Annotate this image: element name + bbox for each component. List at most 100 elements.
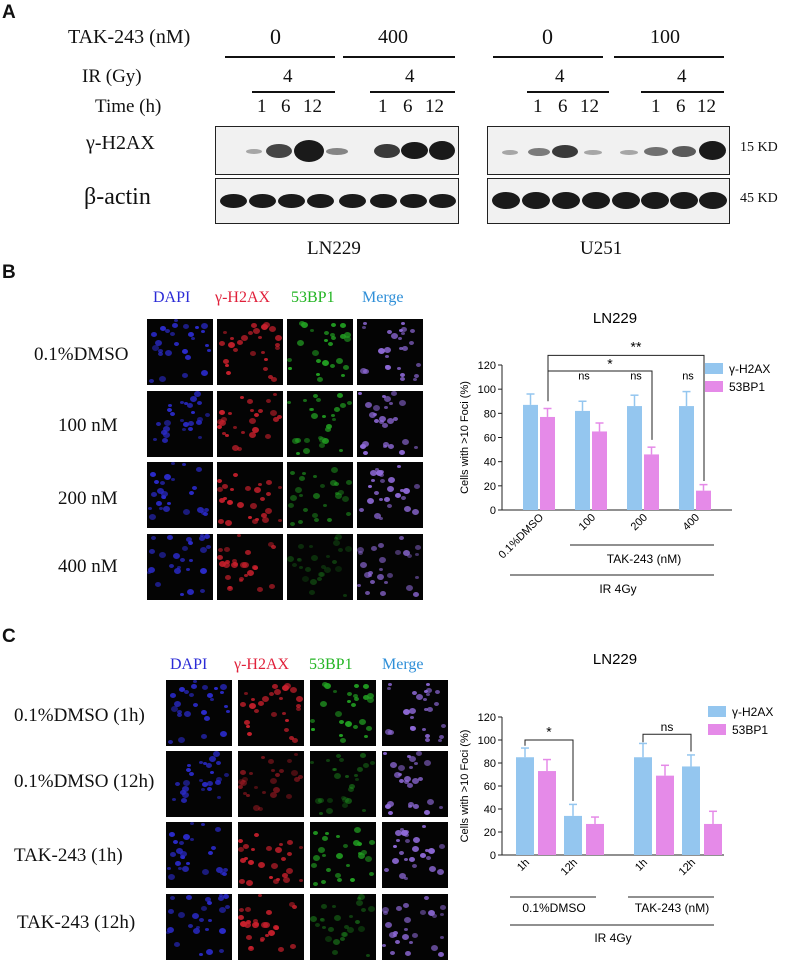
- y-tick-label: 20: [484, 827, 496, 839]
- significance-label: **: [631, 339, 642, 355]
- cell-nucleus: [287, 401, 291, 404]
- c-micrograph: [382, 822, 448, 888]
- cell-nucleus: [242, 777, 248, 782]
- cell-nucleus: [415, 553, 419, 556]
- cell-nucleus: [188, 421, 194, 426]
- cell-nucleus: [182, 866, 189, 872]
- cell-nucleus: [225, 434, 229, 437]
- cell-nucleus: [214, 687, 218, 690]
- cell-nucleus: [412, 691, 417, 695]
- cell-nucleus: [222, 432, 226, 435]
- cell-nucleus: [200, 534, 204, 537]
- cell-nucleus: [369, 412, 376, 418]
- cell-nucleus: [402, 439, 409, 445]
- y-tick-label: 60: [484, 433, 496, 445]
- cell-nucleus: [187, 589, 194, 595]
- cell-nucleus: [224, 547, 230, 552]
- cell-nucleus: [240, 702, 246, 707]
- cell-nucleus: [217, 487, 223, 492]
- cell-nucleus: [299, 476, 305, 481]
- cell-nucleus: [156, 422, 161, 426]
- cell-nucleus: [260, 497, 265, 501]
- cell-nucleus: [241, 431, 245, 434]
- cell-nucleus: [291, 770, 298, 776]
- u251-gh2ax-blot: [487, 126, 730, 175]
- cell-nucleus: [413, 378, 417, 381]
- cell-nucleus: [360, 562, 367, 568]
- c-micrograph: [166, 822, 232, 888]
- cell-nucleus: [346, 864, 350, 867]
- cell-nucleus: [261, 922, 268, 928]
- cell-nucleus: [295, 438, 301, 443]
- cell-nucleus: [275, 847, 282, 853]
- cell-nucleus: [406, 585, 413, 591]
- cell-nucleus: [404, 928, 408, 931]
- y-tick-label: 100: [478, 384, 496, 396]
- cell-nucleus: [201, 370, 208, 376]
- cell-nucleus: [200, 547, 207, 553]
- cell-nucleus: [331, 336, 336, 340]
- cell-nucleus: [341, 932, 347, 937]
- cell-nucleus: [200, 589, 205, 593]
- cell-nucleus: [420, 853, 426, 858]
- cell-nucleus: [364, 735, 368, 738]
- cell-nucleus: [287, 556, 294, 562]
- cell-nucleus: [412, 864, 417, 868]
- cell-nucleus: [371, 479, 375, 482]
- cell-nucleus: [344, 336, 351, 342]
- y-tick-label: 80: [484, 408, 496, 420]
- cell-nucleus: [275, 343, 280, 347]
- cell-nucleus: [227, 500, 233, 505]
- cell-nucleus: [230, 337, 234, 340]
- band: [266, 144, 292, 158]
- cell-nucleus: [355, 778, 359, 781]
- u251-ir-1: 4: [555, 66, 565, 87]
- cell-nucleus: [367, 498, 374, 504]
- cell-nucleus: [393, 417, 398, 421]
- cell-nucleus: [209, 756, 216, 762]
- cell-nucleus: [222, 484, 228, 489]
- cell-nucleus: [205, 897, 211, 902]
- ln229-time-12b: 12: [425, 96, 444, 117]
- legend-label: 53BP1: [732, 723, 768, 737]
- cell-nucleus: [426, 683, 430, 686]
- b-row-label-4: 400 nM: [58, 556, 118, 577]
- ln229-dose-treated-line: [343, 56, 455, 58]
- cell-nucleus: [254, 413, 259, 417]
- cell-nucleus: [390, 762, 397, 768]
- legend-swatch: [705, 363, 723, 374]
- c-row-label-4: TAK-243 (12h): [17, 912, 136, 933]
- cell-nucleus: [217, 479, 222, 483]
- cell-nucleus: [186, 862, 190, 865]
- group-label: 0.1%DMSO: [522, 901, 585, 915]
- significance-label: ns: [682, 371, 694, 383]
- cell-nucleus: [311, 555, 318, 561]
- cell-nucleus: [204, 534, 210, 539]
- cell-nucleus: [387, 418, 394, 424]
- cell-nucleus: [399, 873, 406, 879]
- cell-nucleus: [399, 347, 403, 350]
- significance-bracket: [547, 370, 653, 440]
- cell-nucleus: [379, 557, 386, 563]
- bar: [696, 490, 711, 510]
- c-channel-gh2ax: γ-H2AX: [234, 656, 290, 673]
- cell-nucleus: [325, 936, 332, 942]
- cell-nucleus: [400, 377, 405, 381]
- y-axis-label: Cells with >10 Foci (%): [459, 730, 471, 843]
- cell-nucleus: [313, 394, 318, 398]
- cell-nucleus: [152, 345, 159, 351]
- cell-nucleus: [409, 766, 413, 769]
- c-row-label-2: 0.1%DMSO (12h): [14, 771, 155, 792]
- time-row-label: Time (h): [95, 96, 162, 117]
- cell-nucleus: [201, 511, 206, 515]
- cell-nucleus: [287, 852, 292, 856]
- cell-nucleus: [330, 333, 335, 337]
- cell-nucleus: [318, 798, 324, 803]
- cell-nucleus: [233, 562, 238, 566]
- c-micrograph: [166, 894, 232, 960]
- cell-nucleus: [168, 909, 174, 914]
- cell-nucleus: [148, 507, 152, 510]
- cell-nucleus: [327, 798, 333, 803]
- cell-nucleus: [303, 399, 307, 402]
- y-axis-label: Cells with >10 Foci (%): [459, 381, 471, 494]
